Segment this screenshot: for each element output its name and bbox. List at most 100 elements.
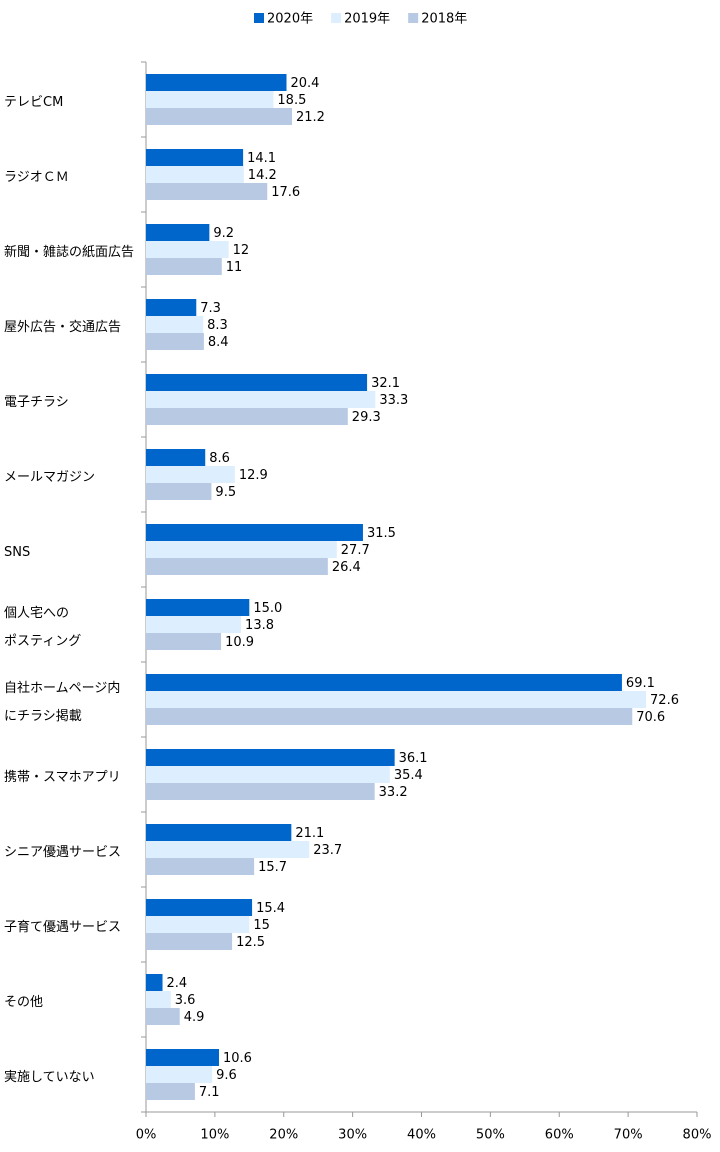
bar [146, 316, 204, 333]
value-label: 8.4 [208, 335, 229, 350]
value-label: 33.2 [379, 785, 408, 800]
bar [146, 333, 204, 350]
y-tick-label: 実施していない [4, 1069, 95, 1085]
value-label: 10.9 [225, 635, 254, 650]
value-label: 31.5 [367, 526, 396, 541]
bar [146, 1066, 213, 1083]
y-tick-label: シニア優遇サービス [4, 844, 122, 860]
value-label: 72.6 [650, 693, 679, 708]
value-label: 3.6 [175, 993, 196, 1008]
value-label: 20.4 [291, 76, 320, 91]
bar [146, 149, 244, 166]
bar [146, 1049, 220, 1066]
value-label: 14.2 [248, 168, 277, 183]
value-label: 7.3 [200, 301, 221, 316]
y-tick-label: 子育て優遇サービス [4, 919, 122, 935]
y-tick-label: メールマガジン [4, 469, 96, 485]
y-tick-label: 新聞・雑誌の紙面広告 [4, 244, 135, 260]
value-label: 12 [233, 243, 250, 258]
bar [146, 708, 633, 725]
value-label: 15.0 [253, 601, 282, 616]
bar [146, 933, 233, 950]
bar [146, 916, 250, 933]
y-tick-label: ラジオＣＭ [4, 169, 69, 185]
value-label: 33.3 [379, 393, 408, 408]
value-label: 12.9 [239, 468, 268, 483]
value-label: 7.1 [199, 1085, 220, 1100]
x-tick-label: 10% [200, 1128, 229, 1143]
bar [146, 824, 292, 841]
value-label: 2.4 [167, 976, 188, 991]
y-tick-label: 屋外広告・交通広告 [4, 319, 122, 335]
value-label: 9.5 [215, 485, 236, 500]
bar [146, 108, 293, 125]
bar [146, 691, 647, 708]
bar [146, 391, 376, 408]
value-label: 12.5 [236, 935, 265, 950]
value-label: 15 [253, 918, 270, 933]
bar [146, 449, 206, 466]
bar [146, 974, 163, 991]
value-label: 15.4 [256, 901, 285, 916]
value-label: 29.3 [352, 410, 381, 425]
bar [146, 241, 229, 258]
bar [146, 224, 210, 241]
bar [146, 558, 328, 575]
bar [146, 408, 348, 425]
bar [146, 991, 171, 1008]
bar [146, 541, 337, 558]
value-label: 15.7 [258, 860, 287, 875]
legend-label: 2020年 [267, 12, 313, 27]
y-tick-label: その他 [4, 994, 44, 1010]
value-label: 23.7 [313, 843, 342, 858]
value-label: 32.1 [371, 376, 400, 391]
legend-swatch [331, 13, 342, 23]
y-tick-label: 個人宅への ポスティング [4, 605, 82, 649]
bar [146, 74, 287, 91]
value-label: 8.6 [209, 451, 230, 466]
bar [146, 258, 222, 275]
bar [146, 674, 622, 691]
y-tick-label: テレビCM [4, 94, 64, 110]
bar [146, 524, 363, 541]
value-label: 18.5 [277, 93, 306, 108]
legend-swatch [254, 13, 264, 23]
x-tick-label: 40% [407, 1128, 436, 1143]
x-tick-label: 0% [136, 1128, 157, 1143]
value-label: 4.9 [184, 1010, 205, 1025]
bar [146, 616, 242, 633]
bar [146, 858, 255, 875]
y-tick-label: 電子チラシ [4, 394, 69, 410]
value-label: 36.1 [399, 751, 428, 766]
y-tick-label: 自社ホームページ内 にチラシ掲載 [4, 680, 121, 724]
value-label: 26.4 [332, 560, 361, 575]
bar [146, 183, 268, 200]
bar [146, 483, 212, 500]
bar [146, 899, 253, 916]
x-tick-label: 50% [476, 1128, 505, 1143]
value-label: 14.1 [247, 151, 276, 166]
value-label: 13.8 [245, 618, 274, 633]
value-label: 35.4 [394, 768, 423, 783]
value-label: 21.2 [296, 110, 325, 125]
value-label: 27.7 [341, 543, 370, 558]
y-tick-label: SNS [4, 544, 31, 560]
bar [146, 633, 222, 650]
bar [146, 91, 274, 108]
value-label: 21.1 [295, 826, 324, 841]
x-tick-label: 30% [338, 1128, 367, 1143]
value-label: 9.6 [216, 1068, 237, 1083]
bar [146, 841, 310, 858]
bar [146, 766, 390, 783]
bar [146, 783, 375, 800]
value-label: 8.3 [207, 318, 228, 333]
bar [146, 466, 235, 483]
bar [146, 299, 197, 316]
bar [146, 1008, 180, 1025]
y-tick-label: 携帯・スマホアプリ [4, 769, 121, 785]
bar [146, 1083, 195, 1100]
value-label: 11 [226, 260, 243, 275]
bar [146, 749, 395, 766]
